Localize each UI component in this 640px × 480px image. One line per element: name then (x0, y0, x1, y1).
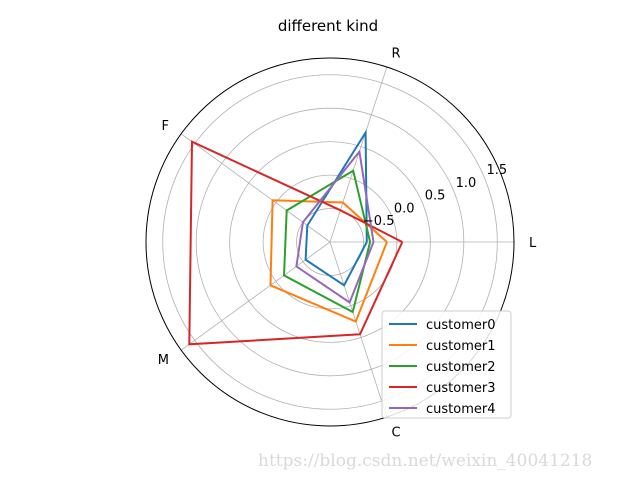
legend-box (381, 310, 512, 419)
axis-label-F: F (162, 119, 169, 134)
angular-gridline-4 (329, 241, 388, 418)
series-line-customer0 (304, 129, 368, 287)
polar-grid (145, 57, 515, 427)
angular-gridline-3 (180, 241, 331, 351)
axis-labels: −0.50.0 0.5 1.0 1.5 L R F M C (158, 47, 537, 441)
legend-label-customer3: customer3 (426, 381, 496, 396)
axis-label-C: C (391, 425, 400, 440)
series-line-customer1 (269, 199, 388, 323)
axis-label-R: R (391, 47, 400, 62)
radial-tick-label-1: 0.0 (394, 201, 415, 216)
radial-tick-label-2: 0.5 (425, 189, 446, 204)
series-line-customer2 (282, 169, 372, 314)
legend-label-customer2: customer2 (426, 360, 496, 375)
axis-label-M: M (158, 353, 169, 368)
angular-gridline-2 (180, 133, 331, 243)
radial-tick-label-4: 1.5 (487, 163, 508, 178)
series-line-customer3 (188, 140, 404, 346)
watermark-text: https://blog.csdn.net/weixin_40041218 (258, 451, 592, 471)
legend-label-customer1: customer1 (426, 339, 496, 354)
legend-label-customer4: customer4 (426, 402, 496, 417)
polar-frame (145, 57, 515, 427)
chart-title: different kind (278, 17, 378, 35)
legend-label-customer0: customer0 (426, 318, 496, 333)
angular-gridline-1 (329, 66, 388, 243)
series-line-customer4 (295, 149, 375, 305)
series-lines (188, 129, 404, 346)
radial-tick-label-0: −0.5 (363, 214, 395, 229)
axis-label-L: L (529, 236, 537, 251)
radial-tick-label-3: 1.0 (456, 176, 477, 191)
legend: customer0 customer1 customer2 customer3 cust… (381, 310, 512, 419)
